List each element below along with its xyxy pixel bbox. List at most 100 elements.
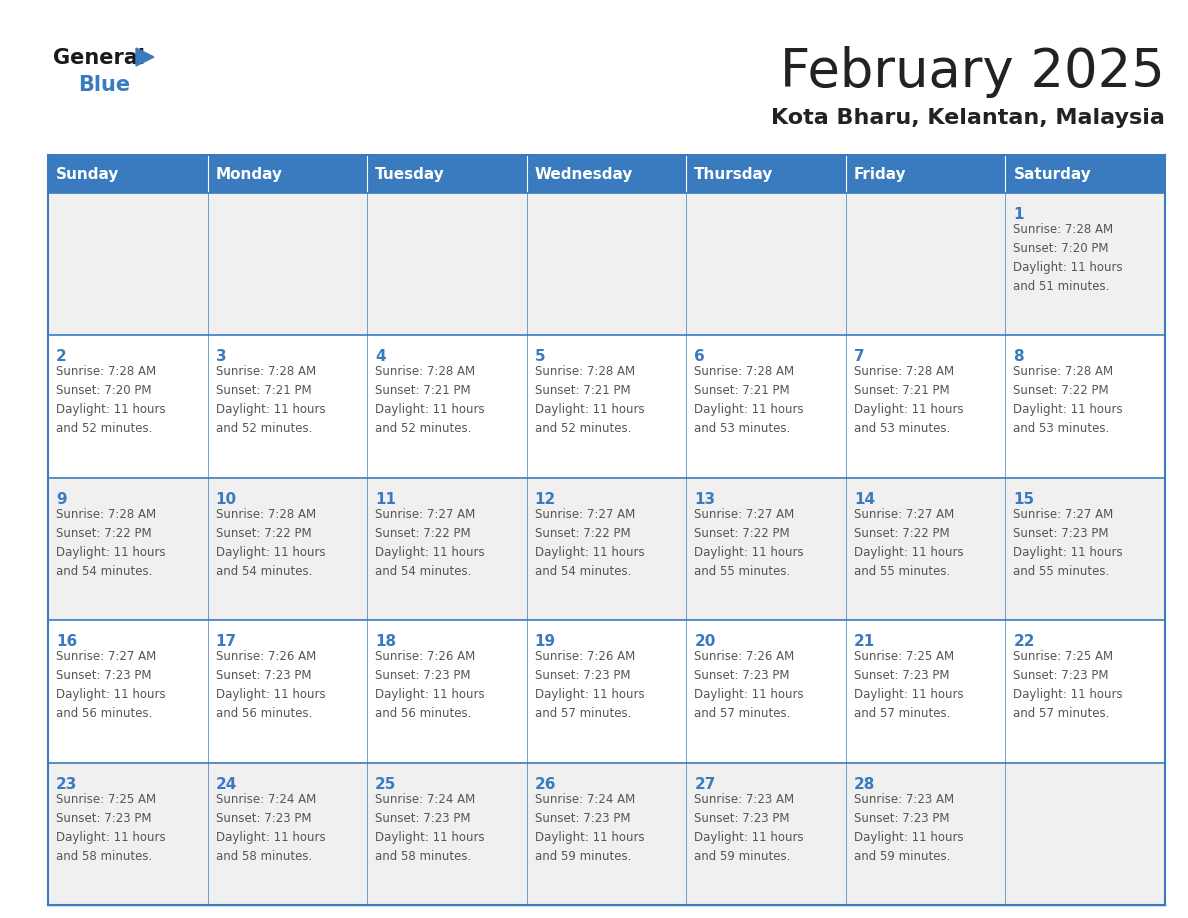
Text: Sunrise: 7:28 AM: Sunrise: 7:28 AM	[56, 508, 156, 521]
Bar	[208, 193, 367, 335]
Bar	[687, 763, 846, 905]
Text: Friday: Friday	[854, 166, 906, 182]
Text: Sunset: 7:23 PM: Sunset: 7:23 PM	[854, 812, 949, 824]
Text: Daylight: 11 hours: Daylight: 11 hours	[854, 403, 963, 417]
Bar	[1005, 477, 1165, 621]
Text: Sunset: 7:22 PM: Sunset: 7:22 PM	[694, 527, 790, 540]
Text: Sunrise: 7:28 AM: Sunrise: 7:28 AM	[1013, 223, 1113, 236]
Text: Daylight: 11 hours: Daylight: 11 hours	[375, 546, 485, 559]
Text: and 59 minutes.: and 59 minutes.	[694, 849, 791, 863]
Text: Sunset: 7:23 PM: Sunset: 7:23 PM	[694, 812, 790, 824]
Text: 16: 16	[56, 634, 77, 649]
Text: General: General	[53, 48, 145, 68]
Text: and 56 minutes.: and 56 minutes.	[375, 707, 472, 721]
Bar	[846, 763, 1005, 905]
Text: Sunrise: 7:24 AM: Sunrise: 7:24 AM	[215, 792, 316, 806]
Text: Daylight: 11 hours: Daylight: 11 hours	[694, 831, 804, 844]
Text: and 54 minutes.: and 54 minutes.	[375, 565, 472, 577]
Text: Sunrise: 7:28 AM: Sunrise: 7:28 AM	[535, 365, 634, 378]
Bar	[526, 335, 687, 477]
Text: and 55 minutes.: and 55 minutes.	[694, 565, 790, 577]
Bar	[48, 477, 208, 621]
Text: 8: 8	[1013, 350, 1024, 364]
Text: Sunset: 7:20 PM: Sunset: 7:20 PM	[56, 385, 152, 397]
Bar	[687, 335, 846, 477]
Text: 9: 9	[56, 492, 67, 507]
Text: and 59 minutes.: and 59 minutes.	[535, 849, 631, 863]
Text: Sunset: 7:23 PM: Sunset: 7:23 PM	[56, 669, 152, 682]
Text: Daylight: 11 hours: Daylight: 11 hours	[535, 546, 644, 559]
Bar	[526, 621, 687, 763]
Text: Sunrise: 7:28 AM: Sunrise: 7:28 AM	[215, 365, 316, 378]
Text: Sunrise: 7:27 AM: Sunrise: 7:27 AM	[535, 508, 634, 521]
Text: and 59 minutes.: and 59 minutes.	[854, 849, 950, 863]
Text: Daylight: 11 hours: Daylight: 11 hours	[694, 688, 804, 701]
Text: and 55 minutes.: and 55 minutes.	[854, 565, 950, 577]
Bar	[367, 335, 526, 477]
Text: and 52 minutes.: and 52 minutes.	[56, 422, 152, 435]
Text: Daylight: 11 hours: Daylight: 11 hours	[215, 403, 326, 417]
Text: Sunrise: 7:26 AM: Sunrise: 7:26 AM	[694, 650, 795, 663]
Text: Sunset: 7:21 PM: Sunset: 7:21 PM	[854, 385, 949, 397]
Text: Daylight: 11 hours: Daylight: 11 hours	[375, 403, 485, 417]
Text: and 54 minutes.: and 54 minutes.	[215, 565, 312, 577]
Text: Sunset: 7:22 PM: Sunset: 7:22 PM	[215, 527, 311, 540]
Text: Daylight: 11 hours: Daylight: 11 hours	[854, 546, 963, 559]
Text: Sunset: 7:23 PM: Sunset: 7:23 PM	[375, 812, 470, 824]
Text: Daylight: 11 hours: Daylight: 11 hours	[694, 546, 804, 559]
Text: and 54 minutes.: and 54 minutes.	[56, 565, 152, 577]
Text: February 2025: February 2025	[781, 46, 1165, 98]
Bar	[687, 155, 846, 193]
Text: 18: 18	[375, 634, 397, 649]
Text: Sunrise: 7:28 AM: Sunrise: 7:28 AM	[56, 365, 156, 378]
Text: and 51 minutes.: and 51 minutes.	[1013, 280, 1110, 293]
Text: Sunset: 7:23 PM: Sunset: 7:23 PM	[375, 669, 470, 682]
Text: Sunset: 7:22 PM: Sunset: 7:22 PM	[1013, 385, 1110, 397]
Text: 11: 11	[375, 492, 396, 507]
Bar	[846, 193, 1005, 335]
Text: Sunset: 7:22 PM: Sunset: 7:22 PM	[56, 527, 152, 540]
Text: 23: 23	[56, 777, 77, 791]
Text: 5: 5	[535, 350, 545, 364]
Bar	[526, 477, 687, 621]
Text: Saturday: Saturday	[1013, 166, 1092, 182]
Text: 15: 15	[1013, 492, 1035, 507]
Text: Daylight: 11 hours: Daylight: 11 hours	[215, 831, 326, 844]
Text: 1: 1	[1013, 207, 1024, 222]
Bar	[526, 193, 687, 335]
Text: and 54 minutes.: and 54 minutes.	[535, 565, 631, 577]
Text: Sunrise: 7:25 AM: Sunrise: 7:25 AM	[854, 650, 954, 663]
Text: and 57 minutes.: and 57 minutes.	[535, 707, 631, 721]
Text: and 53 minutes.: and 53 minutes.	[854, 422, 950, 435]
Text: 14: 14	[854, 492, 876, 507]
Text: Sunrise: 7:24 AM: Sunrise: 7:24 AM	[375, 792, 475, 806]
Bar	[526, 763, 687, 905]
Text: Sunset: 7:23 PM: Sunset: 7:23 PM	[215, 669, 311, 682]
Bar	[208, 335, 367, 477]
Text: and 52 minutes.: and 52 minutes.	[535, 422, 631, 435]
Bar	[48, 335, 208, 477]
Text: Sunset: 7:21 PM: Sunset: 7:21 PM	[694, 385, 790, 397]
Text: 25: 25	[375, 777, 397, 791]
Bar	[687, 477, 846, 621]
Text: and 53 minutes.: and 53 minutes.	[1013, 422, 1110, 435]
Bar	[208, 155, 367, 193]
Text: Sunset: 7:23 PM: Sunset: 7:23 PM	[215, 812, 311, 824]
Text: and 57 minutes.: and 57 minutes.	[1013, 707, 1110, 721]
Bar	[208, 621, 367, 763]
Text: Sunrise: 7:25 AM: Sunrise: 7:25 AM	[56, 792, 156, 806]
Text: Sunset: 7:23 PM: Sunset: 7:23 PM	[56, 812, 152, 824]
Text: Sunset: 7:22 PM: Sunset: 7:22 PM	[375, 527, 470, 540]
Polygon shape	[135, 48, 154, 66]
Text: 19: 19	[535, 634, 556, 649]
Text: 6: 6	[694, 350, 704, 364]
Text: Sunrise: 7:26 AM: Sunrise: 7:26 AM	[535, 650, 634, 663]
Bar	[367, 477, 526, 621]
Text: Sunset: 7:23 PM: Sunset: 7:23 PM	[694, 669, 790, 682]
Text: Sunset: 7:21 PM: Sunset: 7:21 PM	[535, 385, 631, 397]
Text: Sunset: 7:23 PM: Sunset: 7:23 PM	[854, 669, 949, 682]
Bar	[48, 155, 208, 193]
Text: 24: 24	[215, 777, 236, 791]
Text: Wednesday: Wednesday	[535, 166, 633, 182]
Bar	[208, 477, 367, 621]
